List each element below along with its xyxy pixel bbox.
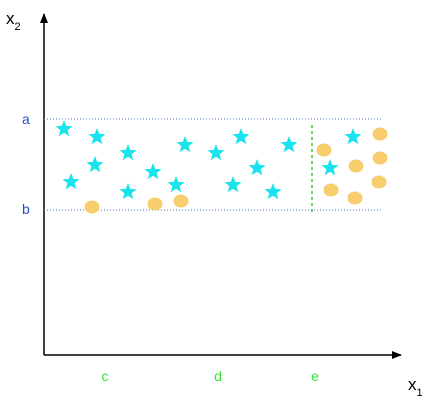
star-marker bbox=[55, 120, 73, 137]
star-marker bbox=[232, 128, 250, 145]
band-lower-label: b bbox=[22, 201, 30, 217]
x-axis-label: x1 bbox=[408, 375, 423, 399]
star-marker bbox=[344, 128, 362, 145]
star-marker bbox=[224, 176, 242, 193]
circle-marker bbox=[316, 143, 332, 157]
star-marker bbox=[62, 173, 80, 190]
circle-marker bbox=[371, 175, 387, 189]
region-label-d: d bbox=[214, 368, 222, 384]
star-marker bbox=[321, 159, 339, 176]
region-label-e: e bbox=[311, 368, 319, 384]
region-label-c: c bbox=[102, 368, 109, 384]
star-marker bbox=[167, 176, 185, 193]
circle-marker bbox=[84, 200, 100, 214]
circle-marker bbox=[173, 194, 189, 208]
band-upper-label: a bbox=[22, 111, 30, 127]
y-axis-label: x2 bbox=[6, 9, 21, 33]
star-marker bbox=[86, 156, 104, 173]
circle-marker bbox=[147, 197, 163, 211]
star-marker bbox=[280, 136, 298, 153]
star-marker bbox=[119, 183, 137, 200]
star-markers bbox=[55, 120, 362, 200]
star-marker bbox=[88, 128, 106, 145]
star-marker bbox=[119, 144, 137, 161]
circle-marker bbox=[348, 159, 364, 173]
circle-markers bbox=[84, 127, 388, 214]
star-marker bbox=[248, 159, 266, 176]
star-marker bbox=[176, 136, 194, 153]
circle-marker bbox=[347, 191, 363, 205]
circle-marker bbox=[372, 127, 388, 141]
star-marker bbox=[264, 183, 282, 200]
circle-marker bbox=[372, 151, 388, 165]
star-marker bbox=[207, 144, 225, 161]
circle-marker bbox=[323, 183, 339, 197]
star-marker bbox=[144, 163, 162, 180]
